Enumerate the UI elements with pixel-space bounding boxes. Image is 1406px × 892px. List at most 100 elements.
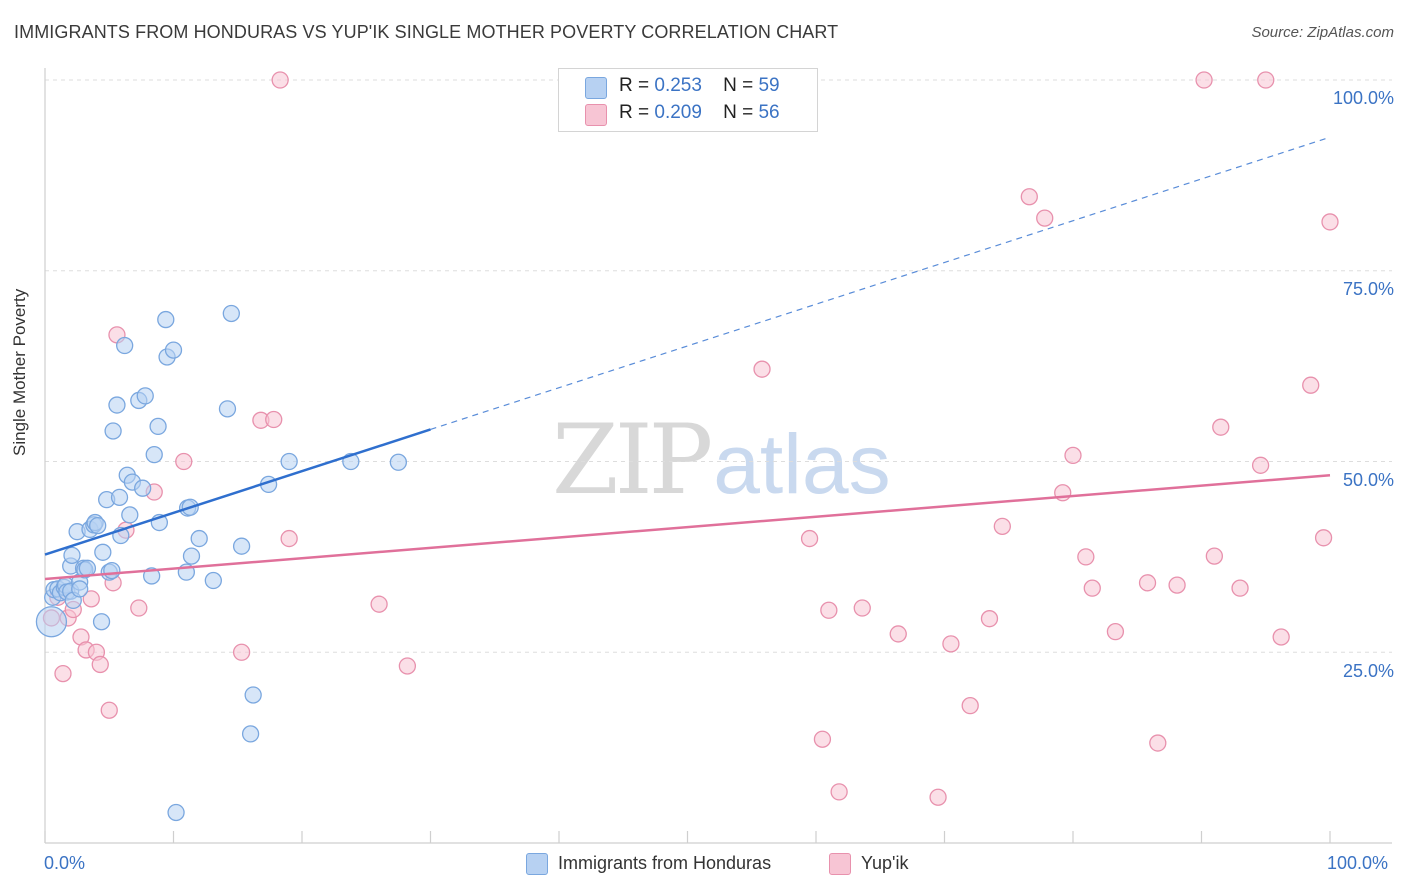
x-tick-label-min: 0.0% [44,853,86,873]
yupik-point [265,410,283,429]
yupik-point [980,610,999,628]
yupik-point [232,643,251,661]
honduras-point [136,387,154,405]
y-tick-label-25: 25.0% [1342,661,1394,681]
yupik-trend-line [44,473,1331,581]
yupik-point [1020,188,1038,206]
legend-r-label: R = [619,102,650,123]
honduras-point [89,516,107,535]
yupik-point [175,452,193,471]
yupik-point [271,71,289,89]
yupik-point [853,599,871,617]
yupik-point [1231,579,1249,597]
honduras-series [35,304,408,822]
yupik-point [130,599,148,617]
legend-swatch-honduras [585,77,607,99]
legend-r-label: R = [619,75,650,96]
honduras-point [108,396,126,414]
honduras-point [116,336,134,355]
honduras-point [92,613,111,631]
honduras-point [190,529,208,548]
honduras-point [389,453,408,471]
yupik-point [1036,209,1054,227]
honduras-point [204,571,222,590]
yupik-point [1064,446,1082,465]
legend-r-value-honduras: 0.253 [654,75,702,96]
yupik-point [820,601,838,619]
honduras-point [103,561,121,580]
y-tick-label-75: 75.0% [1342,279,1394,299]
yupik-point [813,730,832,748]
honduras-point [94,543,112,561]
yupik-point [993,517,1011,536]
watermark-zip: ZIP [552,404,713,516]
yupik-point [830,783,848,801]
watermark: ZIPatlas [552,404,891,516]
yupik-point [1077,548,1095,566]
honduras-point [121,506,139,524]
watermark-atlas: atlas [713,417,891,511]
yupik-point [889,625,907,643]
honduras-point [104,422,122,440]
honduras-point [134,479,152,497]
yupik-point [370,595,388,613]
yupik-point [1272,628,1290,646]
correlation-legend: R = 0.253 N = 59 R = 0.209 N = 56 [558,68,818,132]
honduras-point [167,803,185,822]
honduras-point [110,488,129,507]
yupik-point [1212,418,1230,436]
honduras-point [280,452,298,471]
yupik-point [1168,576,1186,594]
legend-n-label: N = [723,102,754,123]
yupik-point [100,701,118,719]
yupik-point [398,657,417,675]
yupik-point [929,788,947,806]
axes [44,68,1392,844]
yupik-point [54,664,72,683]
grid [45,79,1392,653]
series-legend-swatch-yupik [829,853,851,875]
yupik-point [800,529,819,548]
yupik-point [1195,71,1213,89]
chart-title: IMMIGRANTS FROM HONDURAS VS YUP'IK SINGL… [14,22,839,42]
yupik-point [1149,734,1167,752]
honduras-point [241,725,260,743]
yupik-point [961,697,979,715]
source-label: Source: ZipAtlas.com [1251,24,1394,41]
series-legend-label-honduras: Immigrants from Honduras [558,853,772,873]
honduras-point [182,547,201,565]
yupik-point [1106,622,1125,641]
yupik-point [82,590,100,608]
honduras-point [222,304,240,323]
legend-swatch-yupik [585,104,607,126]
honduras-point [232,537,251,555]
legend-n-value-honduras: 59 [758,75,780,96]
legend-r-value-yupik: 0.209 [654,102,702,123]
honduras-point [164,341,183,359]
yupik-point [1321,213,1339,231]
yupik-point [1138,574,1157,592]
series-legend-swatch-honduras [526,853,548,875]
yupik-point [1083,579,1101,597]
yupik-point [280,529,298,548]
yupik-point [1205,547,1223,565]
yupik-point [1302,376,1320,394]
honduras-point [218,400,237,418]
legend-n-label: N = [723,75,754,96]
honduras-point [63,546,81,564]
legend-n-value-yupik: 56 [758,102,780,123]
honduras-trend-line [44,428,431,556]
honduras-point [157,310,175,329]
honduras-trend-extension [430,136,1331,431]
honduras-point [35,606,68,638]
x-tick-label-max: 100.0% [1327,853,1389,873]
trend-lines [44,136,1331,581]
yupik-point [753,360,771,378]
yupik-point [1251,456,1270,474]
yupik-point [1314,529,1333,547]
yupik-point [942,635,960,653]
honduras-point [71,580,89,598]
yupik-series [42,71,1339,806]
y-tick-label-50: 50.0% [1342,470,1394,490]
